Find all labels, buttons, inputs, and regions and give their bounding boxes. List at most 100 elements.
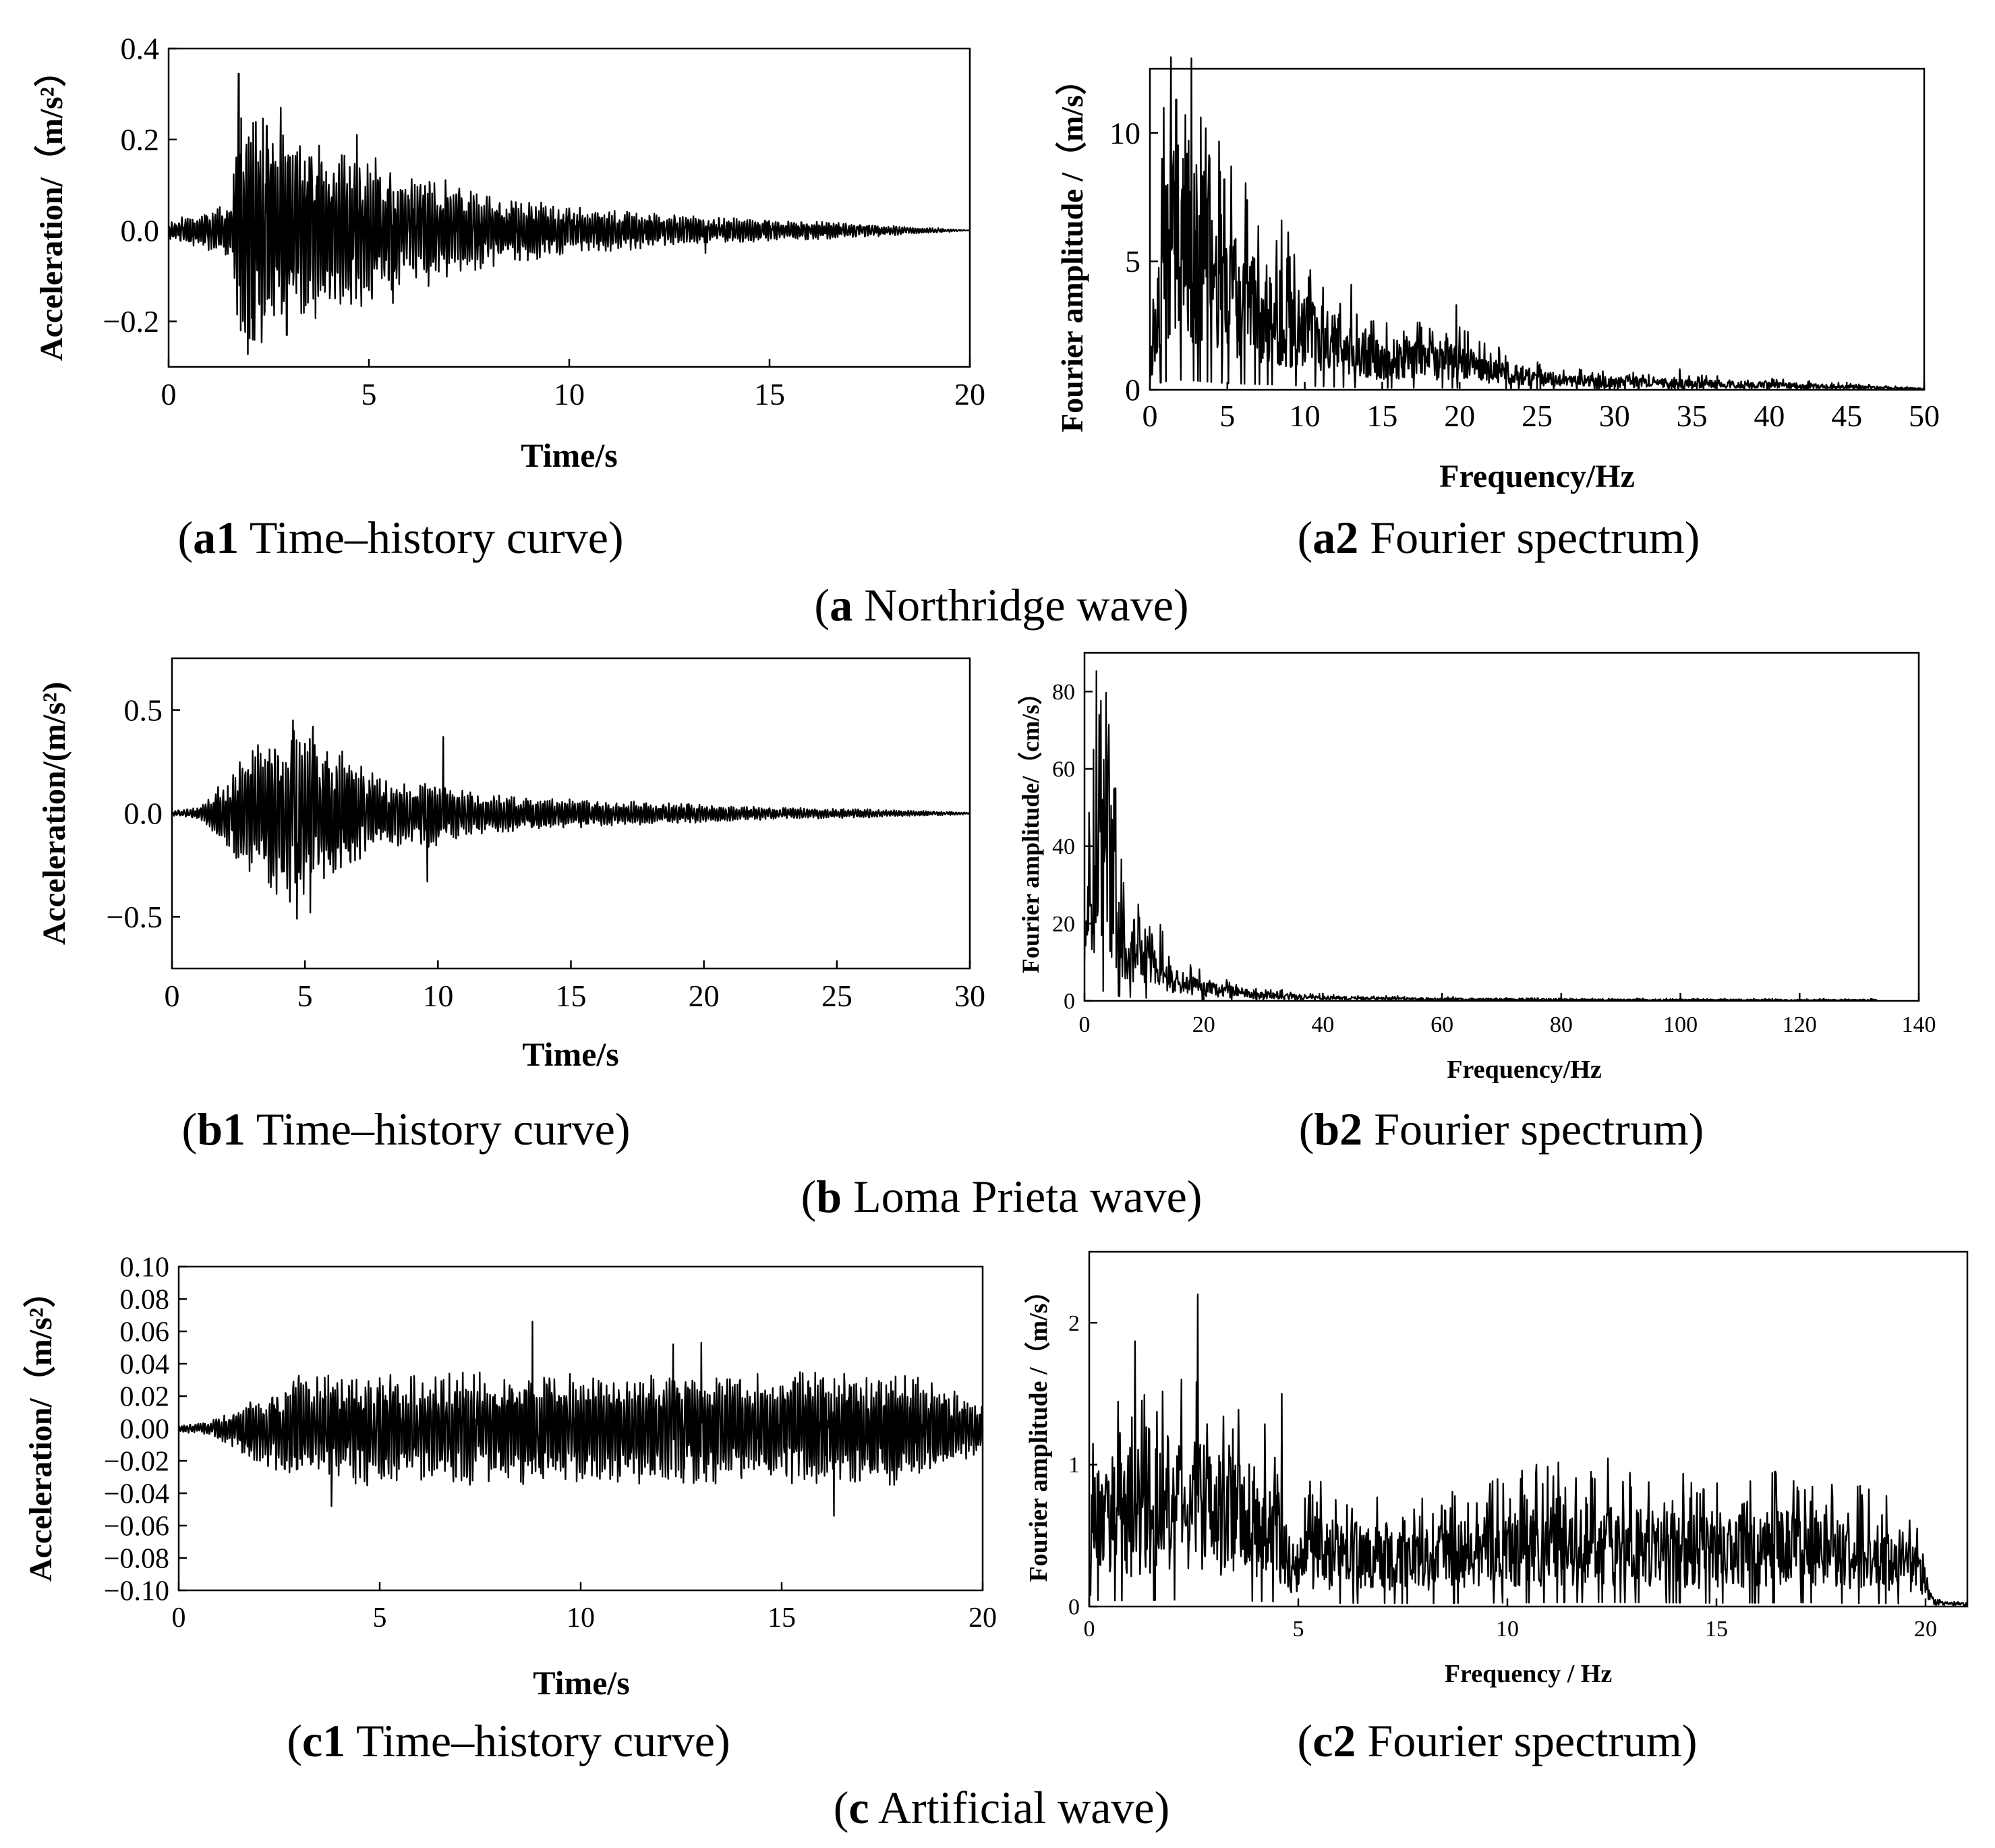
chart-c1-y-tick-label: −0.02 xyxy=(104,1446,169,1477)
chart-b2-y-tick-label: 20 xyxy=(1052,912,1075,937)
chart-c1: 0 5 10 15 20−0.10−0.08−0.06−0.04−0.020.000.0… xyxy=(23,1252,997,1702)
chart-a1-ticks: 0 5 10 15 20 −0.2 0.0 0.2 0.4 xyxy=(103,32,985,411)
chart-b1-y-axis-label: Acceleration/(m/s²) xyxy=(36,682,72,945)
chart-c2-y-tick-label: 2 xyxy=(1068,1311,1080,1336)
chart-b2-x-tick-label: 140 xyxy=(1902,1012,1936,1037)
chart-c1-y-tick-label: 0.00 xyxy=(120,1414,170,1445)
chart-a2-series-line xyxy=(1149,56,1925,391)
chart-b1-x-tick-label: 25 xyxy=(821,979,852,1013)
chart-c2-x-tick-label: 20 xyxy=(1914,1617,1937,1642)
chart-a1-x-tick-label: 0 xyxy=(161,377,177,411)
chart-c2-x-tick-label: 5 xyxy=(1293,1617,1304,1642)
caption-a1-text: Time–history curve xyxy=(239,512,608,563)
chart-b1-x-tick-label: 20 xyxy=(689,979,720,1013)
caption-a: (a Northridge wave) xyxy=(814,579,1188,631)
caption-a-text: Northridge wave xyxy=(852,579,1174,631)
chart-c1-x-tick-label: 15 xyxy=(768,1602,796,1634)
chart-b2-series-line xyxy=(1083,670,1878,1002)
chart-a1-y-tick-label: 0.4 xyxy=(121,32,160,66)
chart-b2-y-tick-label: 80 xyxy=(1052,680,1075,705)
chart-c1-y-tick-label: 0.06 xyxy=(120,1317,170,1348)
caption-c1-text: Time–history curve xyxy=(345,1715,715,1766)
chart-a2-y-tick-label: 5 xyxy=(1125,244,1140,279)
chart-a2-x-tick-label: 50 xyxy=(1909,399,1940,433)
chart-c1-y-tick-label: 0.04 xyxy=(120,1349,170,1380)
caption-c1-tag: c1 xyxy=(302,1715,345,1766)
chart-b2-x-tick-label: 120 xyxy=(1783,1012,1817,1037)
chart-a2-y-axis-label: Fourier amplitude /（m/s） xyxy=(1055,64,1089,432)
chart-b1-x-tick-label: 15 xyxy=(556,979,587,1013)
chart-c2-ticks: 0 5 10 15 20 0 1 2 xyxy=(1068,1311,1937,1642)
chart-b2-x-tick-label: 20 xyxy=(1192,1012,1215,1037)
caption-a2-text: Fourier spectrum xyxy=(1358,512,1684,563)
chart-c2-x-tick-label: 15 xyxy=(1705,1617,1728,1642)
chart-a2: 0 5 10 15 20 25 30 35 40 45 50 0 5 10 Frequency/Hz Fo… xyxy=(1055,56,1940,494)
chart-c2-y-tick-label: 0 xyxy=(1068,1595,1080,1620)
caption-a2: (a2 Fourier spectrum) xyxy=(1298,512,1700,563)
caption-c: (c Artificial wave) xyxy=(834,1782,1169,1833)
caption-a-tag: a xyxy=(830,579,852,631)
chart-c1-y-axis-label: Acceleration/（m/s²） xyxy=(23,1275,59,1582)
chart-a1-y-tick-label: 0.0 xyxy=(121,213,160,248)
chart-b1-ticks: 0 5 10 15 20 25 30 −0.5 0.0 0.5 xyxy=(107,693,985,1013)
chart-a1-x-tick-label: 10 xyxy=(554,377,585,411)
caption-c2-tag: c2 xyxy=(1312,1715,1356,1766)
caption-c1: (c1 Time–history curve) xyxy=(287,1715,730,1766)
chart-c1-y-tick-label: 0.10 xyxy=(120,1252,170,1283)
chart-b1-y-tick-label: 0.5 xyxy=(124,693,163,727)
chart-a1-y-axis-label: Acceleration/（m/s²） xyxy=(34,55,69,361)
caption-b1-tag: b1 xyxy=(197,1103,245,1155)
caption-c2: (c2 Fourier spectrum) xyxy=(1298,1715,1698,1766)
chart-a1-x-tick-label: 15 xyxy=(754,377,785,411)
chart-a1-series-line xyxy=(168,72,971,355)
chart-c2-series-line xyxy=(1088,1293,1968,1607)
chart-c1-series-line xyxy=(178,1321,984,1517)
chart-c1-y-tick-label: 0.08 xyxy=(120,1284,170,1315)
caption-b1-text: Time–history curve xyxy=(245,1103,615,1155)
chart-c1-x-tick-label: 10 xyxy=(567,1602,595,1634)
chart-c1-y-tick-label: −0.04 xyxy=(104,1478,169,1509)
chart-c2-x-tick-label: 10 xyxy=(1496,1617,1519,1642)
chart-c1-y-tick-label: −0.10 xyxy=(104,1576,169,1607)
chart-b2-x-tick-label: 0 xyxy=(1079,1012,1091,1037)
chart-b2-x-axis-label: Frequency/Hz xyxy=(1447,1056,1602,1084)
chart-a1-x-tick-label: 20 xyxy=(954,377,985,411)
chart-a1-y-tick-label: −0.2 xyxy=(103,304,159,339)
chart-a2-ticks: 0 5 10 15 20 25 30 35 40 45 50 0 5 10 xyxy=(1109,116,1940,433)
caption-b2-tag: b2 xyxy=(1314,1103,1362,1155)
chart-a2-y-tick-label: 0 xyxy=(1125,373,1140,407)
chart-c1-y-tick-label: 0.02 xyxy=(120,1381,170,1412)
chart-a2-x-tick-label: 15 xyxy=(1366,399,1397,433)
chart-b1-x-axis-label: Time/s xyxy=(522,1035,619,1073)
chart-c1-x-tick-label: 20 xyxy=(968,1602,997,1634)
caption-c-tag: c xyxy=(848,1782,869,1833)
chart-b1-y-tick-label: −0.5 xyxy=(107,900,163,934)
chart-c1-y-tick-label: −0.06 xyxy=(104,1511,169,1542)
chart-b2-x-tick-label: 100 xyxy=(1663,1012,1698,1037)
chart-a2-x-axis-label: Frequency/Hz xyxy=(1439,459,1635,494)
caption-c-text: Artificial wave xyxy=(869,1782,1155,1833)
chart-a2-x-tick-label: 0 xyxy=(1143,399,1158,433)
chart-a2-x-tick-label: 30 xyxy=(1599,399,1630,433)
chart-a2-x-tick-label: 10 xyxy=(1290,399,1321,433)
chart-b2-y-tick-label: 0 xyxy=(1064,989,1075,1014)
chart-a1: 0 5 10 15 20 −0.2 0.0 0.2 0.4 Time/s Acceleratio… xyxy=(34,32,985,474)
chart-a1-y-tick-label: 0.2 xyxy=(121,122,160,156)
caption-b2-text: Fourier spectrum xyxy=(1362,1103,1688,1155)
chart-b1-y-tick-label: 0.0 xyxy=(124,797,163,831)
caption-a2-tag: a2 xyxy=(1312,512,1358,563)
chart-c1-x-axis-label: Time/s xyxy=(533,1664,630,1702)
chart-a2-x-tick-label: 20 xyxy=(1444,399,1475,433)
chart-c2: 0 5 10 15 20 0 1 2 Frequency / Hz Fourier ampli… xyxy=(1024,1250,1969,1688)
chart-a2-x-tick-label: 35 xyxy=(1677,399,1708,433)
chart-a2-y-tick-label: 10 xyxy=(1109,116,1140,150)
chart-b1-x-tick-label: 5 xyxy=(297,979,313,1013)
caption-b-text: Loma Prieta wave xyxy=(842,1171,1187,1222)
chart-b1-x-tick-label: 30 xyxy=(954,979,985,1013)
chart-c2-y-axis-label: Fourier amplitude /（m/s） xyxy=(1024,1277,1053,1582)
chart-c1-x-tick-label: 0 xyxy=(172,1602,186,1634)
chart-b2-ticks: 0 20 40 60 80 100 120 140 0 20 40 60 80 xyxy=(1052,680,1936,1037)
caption-b: (b Loma Prieta wave) xyxy=(801,1171,1203,1222)
chart-b1: 0 5 10 15 20 25 30 −0.5 0.0 0.5 Time/s Accelerati… xyxy=(36,657,985,1073)
chart-c1-x-tick-label: 5 xyxy=(373,1602,387,1634)
